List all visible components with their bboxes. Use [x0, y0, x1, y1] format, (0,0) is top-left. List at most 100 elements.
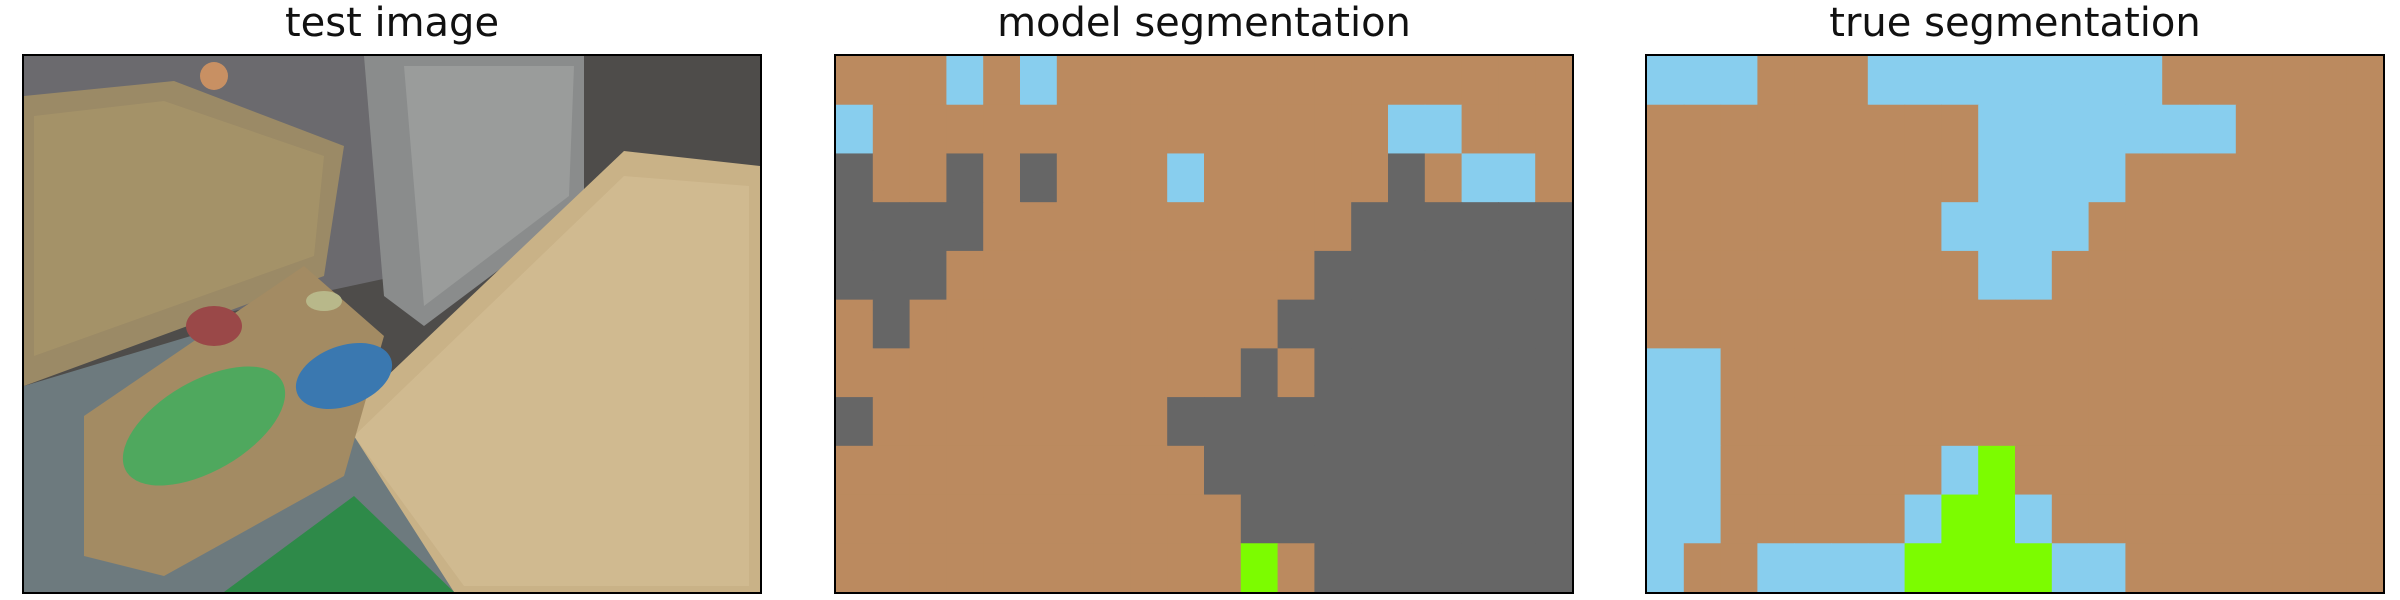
segmentation-cell	[1904, 445, 1942, 496]
segmentation-cell	[1277, 445, 1315, 496]
segmentation-cell	[872, 445, 911, 496]
segmentation-cell	[1867, 56, 1906, 106]
segmentation-cell	[872, 104, 911, 155]
segmentation-cell	[1720, 494, 1758, 544]
segmentation-cell	[836, 250, 874, 301]
segmentation-cell	[2162, 250, 2200, 301]
segmentation-cell	[1167, 543, 1205, 592]
segmentation-cell	[1647, 104, 1685, 155]
segmentation-cell	[1056, 348, 1095, 398]
segmentation-cell	[1388, 202, 1426, 252]
segmentation-cell	[2272, 104, 2310, 155]
segmentation-cell	[2125, 397, 2163, 447]
segmentation-cell	[983, 104, 1021, 155]
segmentation-cell	[1978, 153, 2016, 203]
segmentation-cell	[1424, 299, 1463, 349]
segmentation-cell	[836, 445, 874, 496]
segmentation-cell	[1314, 348, 1352, 398]
segmentation-cell	[1167, 153, 1205, 203]
segmentation-cell	[1020, 348, 1058, 398]
segmentation-cell	[1941, 250, 1979, 301]
segmentation-cell	[2235, 397, 2274, 447]
segmentation-cell	[1204, 153, 1242, 203]
segmentation-cell	[2309, 202, 2347, 252]
segmentation-cell	[872, 299, 911, 349]
segmentation-cell	[1794, 494, 1832, 544]
segmentation-cell	[1424, 153, 1463, 203]
segmentation-cell	[1794, 299, 1832, 349]
segmentation-cell	[1647, 494, 1685, 544]
segmentation-cell	[1978, 250, 2016, 301]
segmentation-cell	[2346, 445, 2383, 496]
segmentation-cell	[1461, 543, 1499, 592]
segmentation-cell	[1831, 348, 1869, 398]
segmentation-cell	[1683, 494, 1722, 544]
segmentation-cell	[1867, 494, 1906, 544]
segmentation-cell	[2125, 153, 2163, 203]
segmentation-cell	[1535, 494, 1572, 544]
segmentation-cell	[1498, 202, 1536, 252]
segmentation-cell	[1424, 348, 1463, 398]
segmentation-cell	[1093, 445, 1131, 496]
segmentation-cell	[2235, 543, 2274, 592]
segmentation-cell	[1461, 299, 1499, 349]
segmentation-cell	[1204, 202, 1242, 252]
segmentation-cell	[1277, 104, 1315, 155]
segmentation-cell	[2125, 543, 2163, 592]
segmentation-cell	[1240, 494, 1279, 544]
segmentation-cell	[1130, 202, 1168, 252]
model-segmentation-map	[834, 54, 1574, 594]
segmentation-cell	[1093, 202, 1131, 252]
segmentation-cell	[1867, 153, 1906, 203]
segmentation-cell	[1424, 202, 1463, 252]
segmentation-cell	[1757, 445, 1795, 496]
segmentation-cell	[2162, 543, 2200, 592]
segmentation-cell	[2272, 445, 2310, 496]
segmentation-cell	[1535, 445, 1572, 496]
segmentation-cell	[1204, 56, 1242, 106]
segmentation-cell	[2015, 445, 2053, 496]
segmentation-cell	[1167, 104, 1205, 155]
segmentation-cell	[946, 202, 984, 252]
segmentation-cell	[1020, 397, 1058, 447]
segmentation-cell	[946, 494, 984, 544]
segmentation-cell	[1647, 397, 1685, 447]
segmentation-cell	[2199, 494, 2237, 544]
true-segmentation-grid	[1647, 56, 2383, 592]
segmentation-cell	[2199, 250, 2237, 301]
segmentation-cell	[1240, 543, 1279, 592]
segmentation-cell	[1204, 494, 1242, 544]
segmentation-cell	[1461, 445, 1499, 496]
segmentation-cell	[983, 202, 1021, 252]
segmentation-cell	[1535, 543, 1572, 592]
segmentation-cell	[2199, 104, 2237, 155]
segmentation-cell	[1683, 153, 1722, 203]
segmentation-cell	[1277, 348, 1315, 398]
segmentation-cell	[2125, 348, 2163, 398]
segmentation-cell	[2015, 153, 2053, 203]
segmentation-cell	[2162, 445, 2200, 496]
segmentation-cell	[2235, 104, 2274, 155]
segmentation-cell	[1056, 202, 1095, 252]
segmentation-cell	[1314, 104, 1352, 155]
segmentation-cell	[1794, 104, 1832, 155]
segmentation-cell	[836, 543, 874, 592]
segmentation-cell	[1388, 543, 1426, 592]
segmentation-cell	[1867, 445, 1906, 496]
segmentation-cell	[1941, 543, 1979, 592]
segmentation-cell	[2051, 56, 2090, 106]
segmentation-cell	[1351, 56, 1389, 106]
segmentation-cell	[1647, 543, 1685, 592]
segmentation-cell	[1683, 202, 1722, 252]
segmentation-cell	[2309, 104, 2347, 155]
segmentation-cell	[2088, 202, 2126, 252]
segmentation-cell	[1683, 445, 1722, 496]
segmentation-cell	[1794, 348, 1832, 398]
segmentation-cell	[2125, 494, 2163, 544]
segmentation-cell	[2125, 445, 2163, 496]
segmentation-cell	[1535, 202, 1572, 252]
segmentation-cell	[2272, 494, 2310, 544]
segmentation-cell	[1130, 153, 1168, 203]
panel-title-test-image: test image	[284, 0, 500, 46]
segmentation-cell	[2235, 348, 2274, 398]
